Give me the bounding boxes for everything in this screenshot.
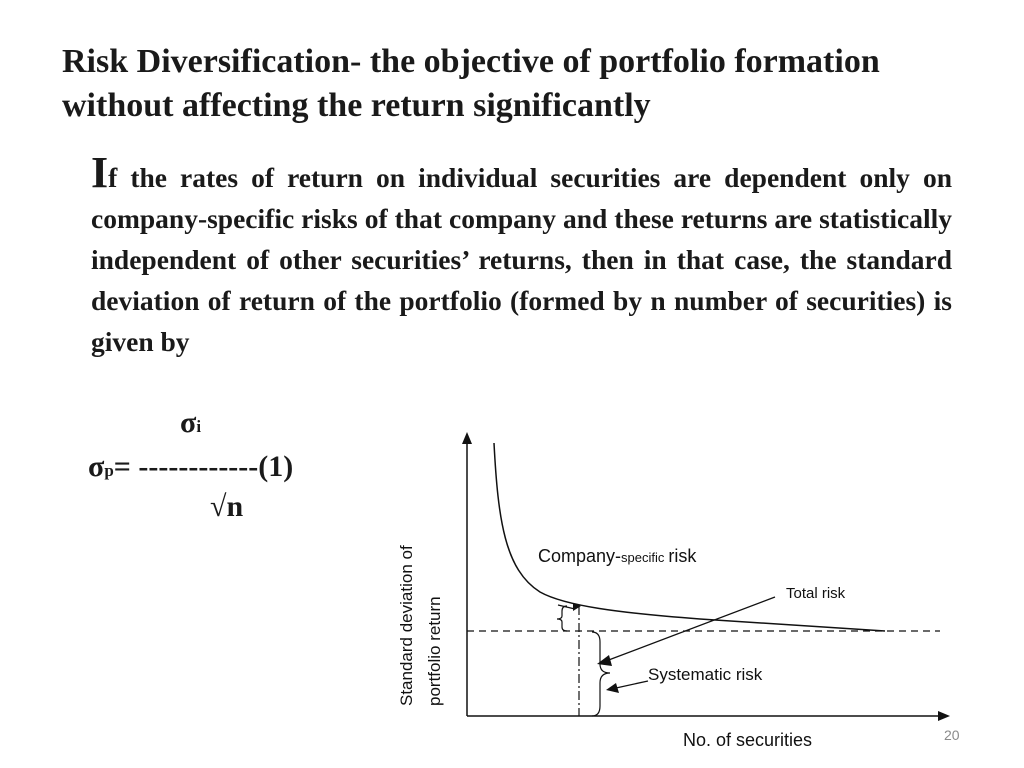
formula-equation: σp= ------------(1): [88, 450, 293, 484]
systematic-risk-arrowhead-icon: [606, 683, 619, 693]
sigma-i-symbol: σ: [180, 406, 197, 439]
sigma-p-subscript: p: [104, 461, 114, 480]
total-risk-arrowhead-icon: [597, 655, 612, 666]
body-paragraph: If the rates of return on individual sec…: [91, 151, 952, 362]
page-number: 20: [944, 727, 960, 743]
total-risk-arrow: [605, 596, 776, 662]
body-paragraph-text: f the rates of return on individual secu…: [91, 162, 952, 357]
y-axis-label-line2: portfolio return: [425, 596, 444, 706]
company-risk-arrowhead-icon: [573, 603, 581, 611]
systematic-risk-brace: [591, 631, 611, 717]
total-risk-label: Total risk: [786, 585, 846, 602]
sigma-p-symbol: σ: [88, 450, 105, 483]
drop-cap: I: [91, 148, 109, 197]
y-axis-label-line1: Standard deviation of: [397, 545, 416, 706]
sigma-i-subscript: i: [196, 417, 202, 436]
total-risk-curve: [493, 442, 886, 632]
x-axis-label: No. of securities: [683, 730, 812, 750]
systematic-risk-arrow: [615, 680, 649, 689]
company-specific-risk-label: Company-specific risk: [538, 546, 697, 566]
company-specific-brace: [556, 605, 568, 632]
formula-equals-dashes: = ------------(1): [113, 450, 294, 483]
formula-numerator: σi: [180, 406, 201, 440]
x-axis-arrow-icon: [938, 711, 950, 721]
y-axis-arrow-icon: [462, 432, 472, 444]
formula-denominator: √n: [210, 490, 244, 523]
company-risk-arrow: [557, 604, 576, 610]
slide-title: Risk Diversification- the objective of p…: [62, 43, 880, 124]
systematic-risk-label: Systematic risk: [648, 665, 763, 684]
